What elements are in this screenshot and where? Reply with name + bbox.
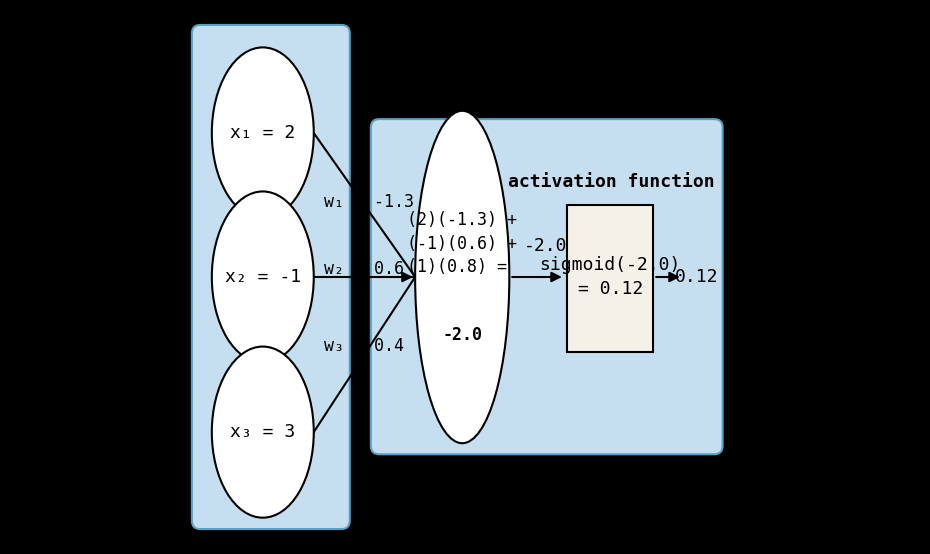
Text: x₂ = -1: x₂ = -1: [225, 268, 300, 286]
Text: -2.0: -2.0: [443, 326, 483, 344]
Text: w₃ = 0.4: w₃ = 0.4: [324, 337, 404, 355]
Text: sigmoid(-2.0)
= 0.12: sigmoid(-2.0) = 0.12: [539, 255, 681, 299]
Ellipse shape: [212, 347, 313, 517]
FancyBboxPatch shape: [192, 25, 350, 529]
Text: w₂ = 0.6: w₂ = 0.6: [324, 260, 404, 278]
Text: 0.12: 0.12: [675, 268, 718, 286]
Ellipse shape: [212, 48, 313, 218]
Ellipse shape: [415, 111, 510, 443]
FancyBboxPatch shape: [567, 205, 654, 352]
Text: x₁ = 2: x₁ = 2: [230, 124, 296, 142]
Text: (2)(-1.3) +
(-1)(0.6) +
(1)(0.8) =: (2)(-1.3) + (-1)(0.6) + (1)(0.8) =: [407, 211, 517, 276]
Text: x₃ = 3: x₃ = 3: [230, 423, 296, 441]
Text: w₁ = -1.3: w₁ = -1.3: [324, 193, 414, 211]
FancyBboxPatch shape: [371, 119, 723, 454]
Text: activation function: activation function: [509, 173, 715, 191]
Ellipse shape: [212, 192, 313, 362]
Text: -2.0: -2.0: [524, 237, 567, 255]
